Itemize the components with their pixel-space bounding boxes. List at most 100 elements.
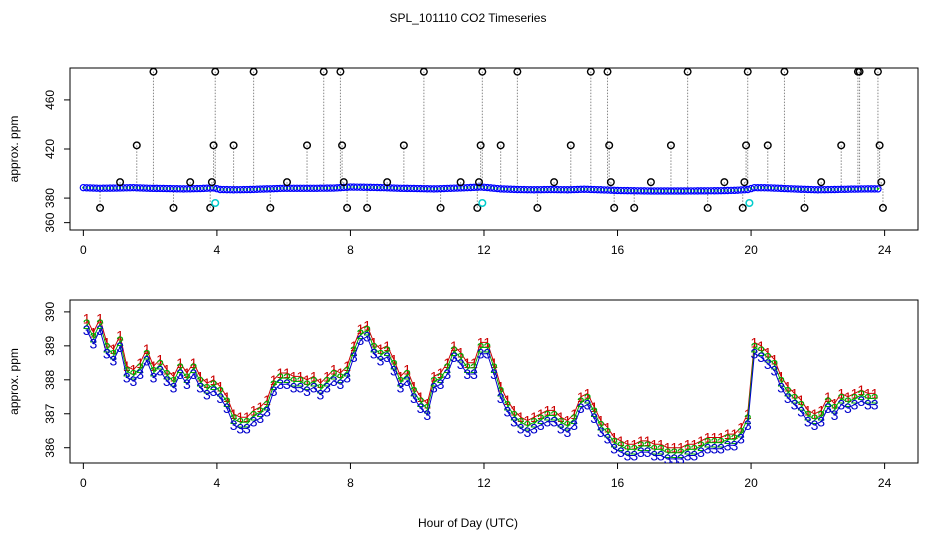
series-1-point: 1 [96,311,104,327]
x-tick-label: 0 [80,243,87,257]
outlier-point [877,178,886,187]
series-2-point: 2 [557,414,565,430]
sample-dot [876,187,880,191]
outlier-point [169,203,178,212]
series-2-point: 2 [771,357,779,373]
series-1-point: 1 [710,430,718,446]
series-3-point: 3 [156,363,164,379]
series-3-point: 3 [851,397,859,413]
series-3-point: 3 [343,369,351,385]
series-3-point: 3 [123,369,131,385]
series-1-point: 1 [644,433,652,449]
series-2-point: 2 [390,357,398,373]
outlier-point [646,178,655,187]
series-3-point: 3 [824,400,832,416]
series-3-point: 3 [744,417,752,433]
series-1-point: 1 [857,382,865,398]
outlier-point [817,178,826,187]
series-1-point: 1 [517,409,525,425]
series-3-point: 3 [497,390,505,406]
series-1-point: 1 [136,355,144,371]
series-3-point: 3 [857,393,865,409]
series-1-point: 1 [657,436,665,452]
y-tick-label: 390 [43,302,57,322]
series-2-point: 2 [624,441,632,457]
outlier-point [606,178,615,187]
series-3-point: 3 [483,346,491,362]
series-1-point: 1 [323,368,331,384]
series-3-point: 3 [143,352,151,368]
series-3-point: 3 [530,420,538,436]
series-2-point: 2 [343,363,351,379]
series-3-point: 3 [537,417,545,433]
series-1-point: 1 [664,440,672,456]
series-2-point: 2 [857,387,865,403]
series-2-point: 2 [276,370,284,386]
series-3-point: 3 [737,431,745,447]
series-1-point: 1 [844,389,852,405]
series-1-point: 1 [243,409,251,425]
series-3-point: 3 [163,373,171,389]
series-1-point: 1 [290,368,298,384]
y-tick-label: 389 [43,336,57,356]
series-2-point: 2 [777,374,785,390]
outlier-point [338,141,347,150]
series-2-point: 2 [350,343,358,359]
series-1-point: 1 [824,389,832,405]
series-1-point: 1 [397,368,405,384]
series-1-point: 1 [450,338,458,354]
series-2-point: 2 [537,411,545,427]
series-1-point: 1 [270,372,278,388]
series-1-point: 1 [343,358,351,374]
outlier-point [837,141,846,150]
x-tick-label: 16 [611,243,625,257]
series-1-point: 1 [276,365,284,381]
series-3-point: 3 [550,414,558,430]
series-1-point: 1 [203,375,211,391]
series-2-point: 2 [123,363,131,379]
series-1-point: 1 [163,362,171,378]
series-1-point: 1 [330,362,338,378]
series-3-point: 3 [310,380,318,396]
series-line-2 [86,322,875,454]
outlier-point [740,178,749,187]
series-3-point: 3 [544,414,552,430]
series-1-point: 1 [156,351,164,367]
x-tick-label: 12 [477,243,491,257]
x-tick-label: 8 [347,476,354,490]
series-2-point: 2 [243,414,251,430]
series-3-point: 3 [316,386,324,402]
series-3-point: 3 [837,397,845,413]
series-2-point: 2 [684,441,692,457]
series-1-point: 1 [784,379,792,395]
series-1-point: 1 [624,436,632,452]
top-panel: 0 4 8 12 16 20 24 360 380 420 460 approx. ppm [7,67,919,257]
outlier-point [683,68,692,76]
series-3-point: 3 [370,346,378,362]
series-2-point: 2 [657,441,665,457]
series-1-point: 1 [437,365,445,381]
series-1-point: 1 [804,402,812,418]
series-1-point: 1 [550,402,558,418]
series-3-point: 3 [470,366,478,382]
series-2-point: 2 [176,360,184,376]
series-1-point: 1 [143,341,151,357]
outlier-point [319,68,328,76]
outlier-point [533,203,542,212]
y-tick-label: 386 [43,437,57,457]
series-1-point: 1 [831,396,839,412]
series-2-point: 2 [530,414,538,430]
series-2-point: 2 [250,407,258,423]
outlier-point [630,203,639,212]
series-1-point: 1 [837,385,845,401]
series-3-point: 3 [230,417,238,433]
series-2-point: 2 [864,390,872,406]
series-2-point: 2 [89,329,97,345]
series-1-point: 1 [83,311,91,327]
series-3-point: 3 [183,376,191,392]
outlier-point [456,178,465,187]
series-2-point: 2 [337,370,345,386]
series-1-point: 1 [764,345,772,361]
series-2-point: 2 [143,346,151,362]
series-2-point: 2 [724,431,732,447]
